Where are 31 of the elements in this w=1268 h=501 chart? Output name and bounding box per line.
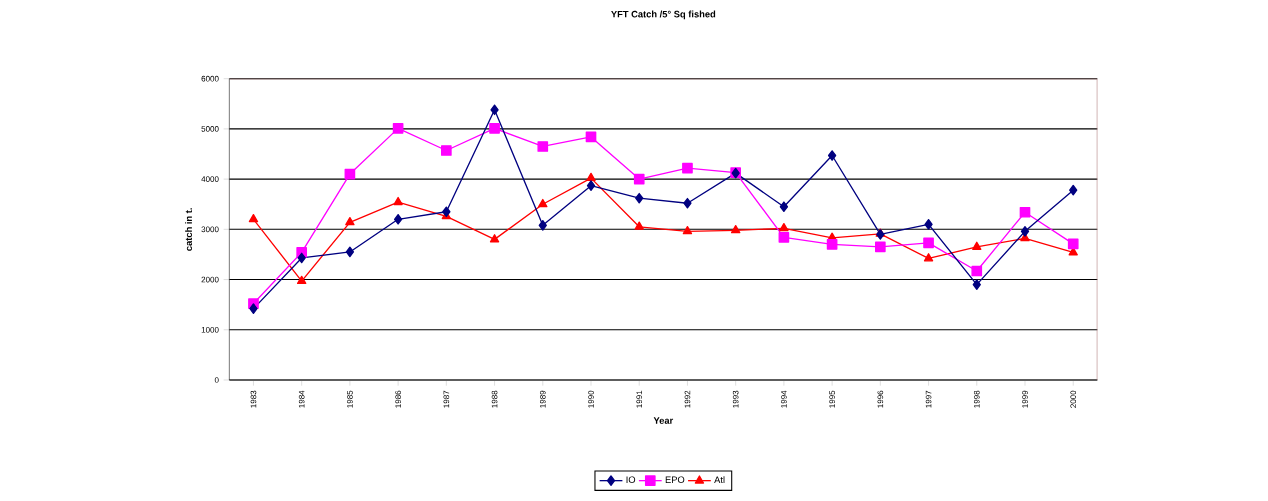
x-tick-label: 1994 bbox=[781, 390, 787, 408]
x-tick-label: 1997 bbox=[925, 390, 932, 408]
x-tick-label: 1987 bbox=[443, 390, 450, 408]
x-tick-label: 2000 bbox=[1070, 390, 1077, 408]
x-tick-label: 1998 bbox=[973, 390, 980, 408]
x-axis-title: Year bbox=[653, 417, 674, 424]
x-tick-label: 1991 bbox=[636, 390, 643, 408]
legend-label: EPO bbox=[665, 476, 685, 483]
y-tick-label: 4000 bbox=[201, 176, 219, 182]
x-tick-label: 1986 bbox=[395, 390, 401, 408]
y-tick-label: 0 bbox=[214, 377, 219, 383]
chart-title: YFT Catch /5° Sq fished bbox=[611, 10, 716, 20]
x-tick-label: 1989 bbox=[539, 390, 546, 408]
y-tick-label: 3000 bbox=[201, 226, 219, 233]
x-tick-label: 1984 bbox=[298, 390, 305, 408]
y-tick-label: 2000 bbox=[201, 276, 219, 283]
x-tick-label: 1990 bbox=[588, 390, 594, 408]
x-tick-label: 1992 bbox=[684, 390, 691, 408]
x-tick-label: 1985 bbox=[347, 390, 353, 408]
x-tick-label: 1993 bbox=[732, 390, 739, 408]
y-axis-title: catch in t. bbox=[185, 208, 192, 251]
x-tick-label: 1999 bbox=[1022, 390, 1028, 408]
x-tick-label: 1988 bbox=[491, 390, 498, 408]
legend-label: Atl bbox=[714, 476, 725, 483]
x-tick-label: 1996 bbox=[877, 390, 884, 408]
x-tick-label: 1995 bbox=[829, 390, 835, 408]
x-tick-label: 1983 bbox=[250, 390, 257, 408]
y-tick-label: 6000 bbox=[201, 75, 219, 82]
y-tick-label: 1000 bbox=[201, 326, 219, 333]
y-tick-label: 5000 bbox=[201, 125, 219, 132]
legend-label: IO bbox=[626, 476, 636, 483]
